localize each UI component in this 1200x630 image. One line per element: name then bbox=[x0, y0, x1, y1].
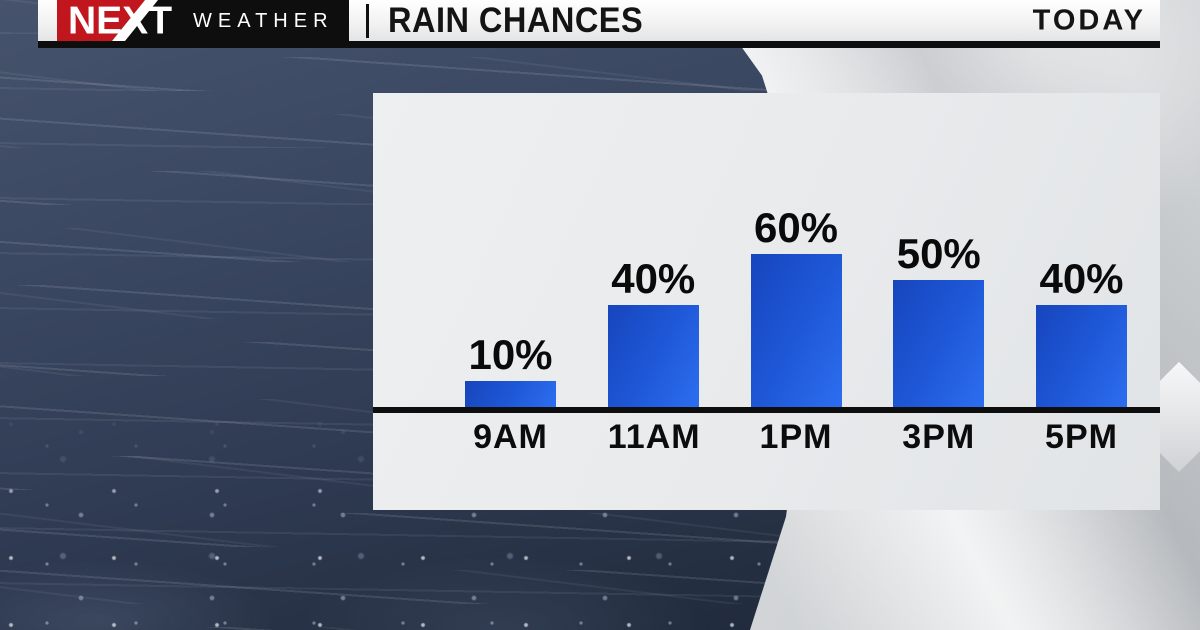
bar-group: 60% bbox=[750, 204, 842, 407]
bar-value-label: 40% bbox=[611, 255, 696, 302]
bar-value-label: 50% bbox=[896, 230, 981, 277]
next-weather-header: NEXT WEATHER RAIN CHANCES TODAY bbox=[38, 0, 1160, 48]
brand-logo: NEXT WEATHER bbox=[57, 0, 349, 41]
bar-value-label: 60% bbox=[753, 204, 839, 251]
page-title: RAIN CHANCES bbox=[388, 0, 644, 40]
rain-chance-bar bbox=[465, 381, 556, 407]
x-axis-tick-label: 5PM bbox=[1045, 418, 1118, 456]
x-axis-labels: 9AM 11AM 1PM 3PM 5PM bbox=[373, 420, 1160, 454]
rain-chance-bar bbox=[607, 305, 699, 407]
today-label: TODAY bbox=[1032, 4, 1146, 36]
bar-group: 50% bbox=[893, 230, 985, 407]
x-axis-tick-label: 1PM bbox=[759, 418, 833, 456]
x-axis-tick-label: 11AM bbox=[607, 418, 701, 456]
x-axis-tick-label: 9AM bbox=[473, 418, 548, 456]
bar-group: 10% bbox=[465, 334, 556, 407]
x-axis-line bbox=[373, 407, 1160, 413]
header-divider bbox=[366, 3, 369, 38]
rain-chance-bar bbox=[750, 254, 842, 407]
x-axis-tick-label: 3PM bbox=[902, 418, 976, 456]
bar-value-label: 40% bbox=[1039, 255, 1124, 302]
bar-plot: 10% 40% 60% 50% 40% bbox=[373, 93, 1160, 407]
bar-value-label: 10% bbox=[468, 331, 553, 378]
chart-panel: 10% 40% 60% 50% 40% 9AM 11AM 1PM 3PM 5PM bbox=[373, 93, 1160, 510]
bar-group: 40% bbox=[1036, 258, 1127, 407]
brand-weather-text: WEATHER bbox=[193, 9, 334, 32]
bar-group: 40% bbox=[607, 255, 699, 407]
brand-next-text: NEXT bbox=[68, 0, 173, 42]
rain-chance-bar bbox=[1036, 305, 1127, 407]
rain-chance-bar bbox=[893, 280, 985, 407]
